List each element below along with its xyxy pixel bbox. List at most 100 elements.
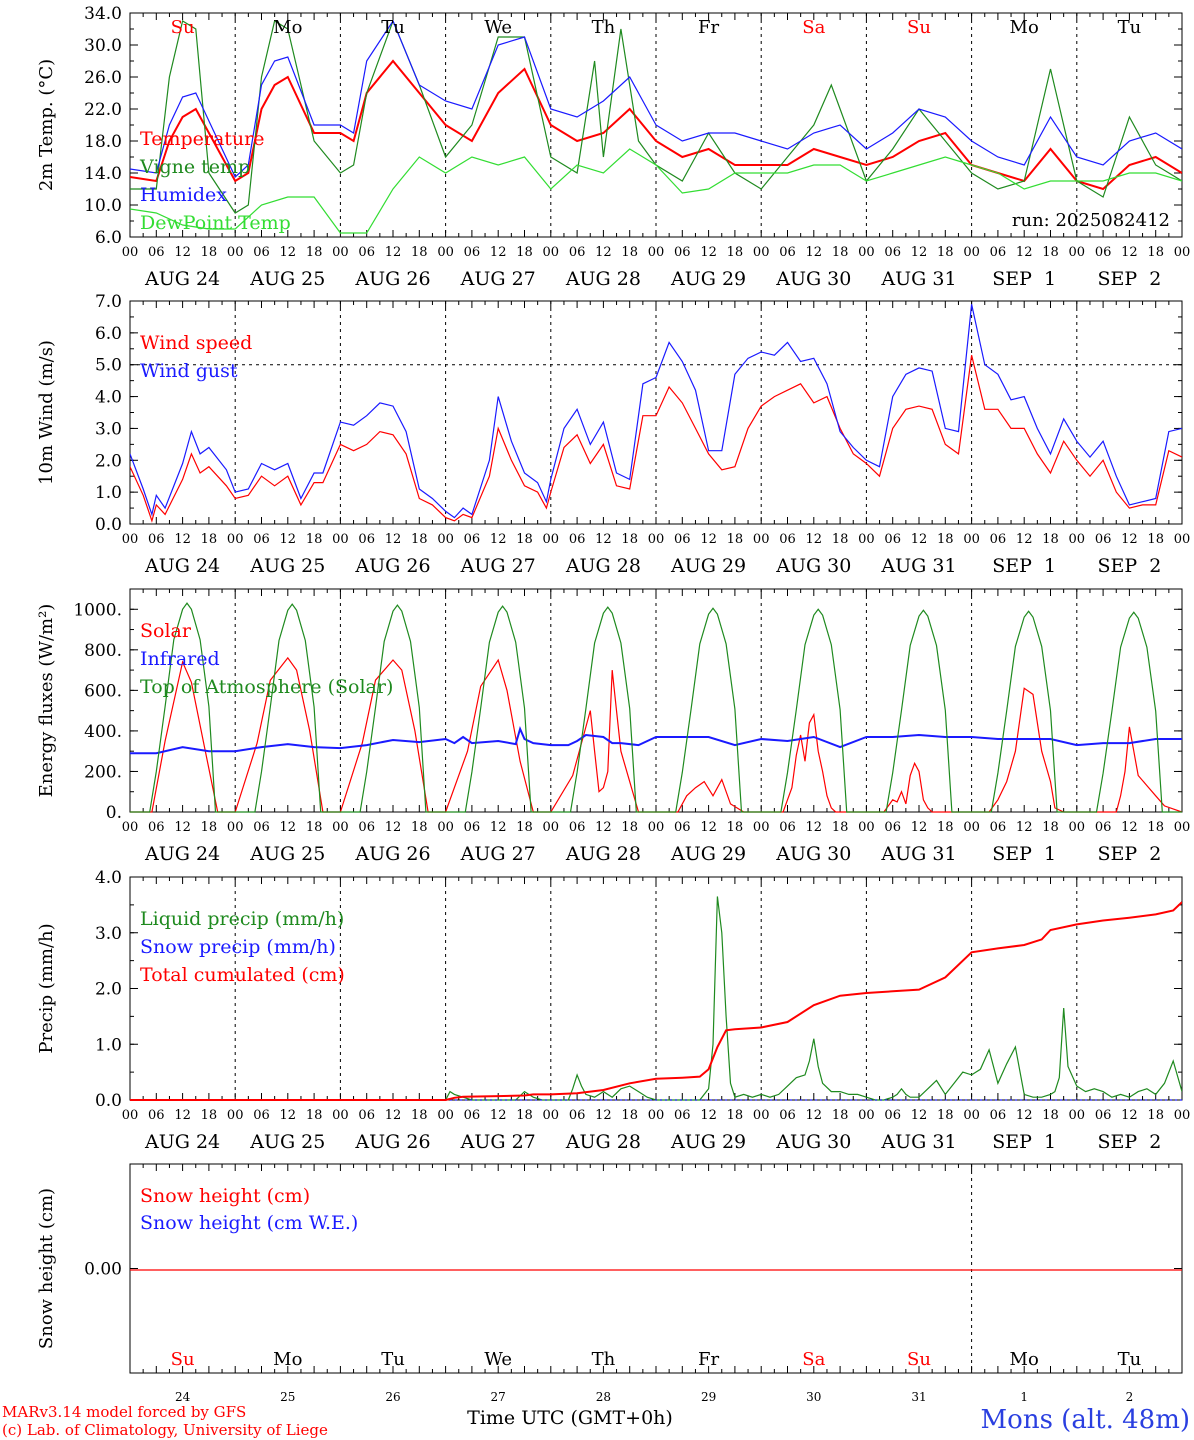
hour-tick-label: 00 — [1069, 820, 1086, 835]
hour-tick-label: 18 — [832, 1108, 849, 1123]
hour-tick-label: 12 — [700, 1108, 717, 1123]
hour-tick-label: 18 — [1147, 820, 1164, 835]
hour-tick-label: 06 — [253, 820, 270, 835]
hour-tick-label: 18 — [727, 532, 744, 547]
hour-tick-label: 00 — [437, 245, 454, 260]
y-axis-label: 10m Wind (m/s) — [36, 340, 57, 485]
legend-entry: Wind gust — [140, 360, 238, 382]
panel-4: 0.0 1.0 2.0 3.0 4.0 Precip (mm/h) Liquid preci… — [36, 868, 1190, 1153]
y-axis-label: Energy fluxes (W/m²) — [36, 604, 57, 798]
hour-tick-label: 18 — [516, 245, 533, 260]
y-tick-label: 5.0 — [95, 356, 122, 376]
hour-tick-label: 06 — [779, 532, 796, 547]
hour-tick-label: 18 — [306, 245, 323, 260]
hour-tick-label: 00 — [1174, 1108, 1191, 1123]
station-name: Mons (alt. 48m) — [981, 1405, 1190, 1435]
hour-tick-label: 12 — [595, 245, 612, 260]
weekday-label: Th — [592, 1349, 616, 1370]
hour-tick-label: 12 — [700, 532, 717, 547]
hour-tick-label: 18 — [411, 820, 428, 835]
hour-tick-label: 18 — [306, 820, 323, 835]
hour-tick-label: 06 — [358, 820, 375, 835]
y-tick-label: 6.0 — [95, 324, 122, 344]
legend-entry: Infrared — [140, 648, 220, 670]
hour-tick-label: 00 — [1069, 245, 1086, 260]
weekday-label: Fr — [698, 1349, 719, 1370]
hour-tick-label: 12 — [700, 245, 717, 260]
y-tick-label: 1.0 — [95, 1035, 122, 1055]
hour-tick-label: 06 — [569, 820, 586, 835]
date-label: AUG 25 — [249, 555, 325, 577]
hour-tick-label: 18 — [727, 1108, 744, 1123]
hour-tick-label: 00 — [1069, 532, 1086, 547]
hour-tick-label: 06 — [884, 820, 901, 835]
y-axis-label: Snow height (cm) — [36, 1188, 57, 1349]
hour-tick-label: 18 — [516, 532, 533, 547]
hour-tick-label: 12 — [1016, 820, 1033, 835]
legend-entry: Top of Atmosphere (Solar) — [140, 676, 393, 698]
hour-tick-label: 00 — [753, 245, 770, 260]
y-tick-label: 30.0 — [84, 36, 122, 56]
weekday-label: Tu — [381, 17, 405, 38]
date-label: AUG 28 — [565, 268, 641, 290]
y-tick-label: 200. — [84, 762, 122, 782]
panel-5: 0.00 Snow height (cm) Snow height (cm) Snow… — [36, 1163, 1183, 1404]
hour-tick-label: 06 — [569, 532, 586, 547]
hour-tick-label: 00 — [858, 1108, 875, 1123]
hour-tick-label: 06 — [253, 532, 270, 547]
day-number-label: 27 — [491, 1390, 506, 1404]
hour-tick-label: 06 — [884, 245, 901, 260]
hour-tick-label: 00 — [543, 820, 560, 835]
weekday-label: Tu — [381, 1349, 405, 1370]
weekday-label: Su — [907, 17, 931, 38]
y-tick-label: 7.0 — [95, 292, 122, 312]
hour-tick-label: 12 — [490, 245, 507, 260]
hour-tick-label: 00 — [332, 1108, 349, 1123]
hour-tick-label: 12 — [806, 1108, 823, 1123]
hour-tick-label: 00 — [437, 820, 454, 835]
y-tick-label: 2.0 — [95, 451, 122, 471]
hour-tick-label: 00 — [332, 245, 349, 260]
hour-tick-label: 12 — [1121, 532, 1138, 547]
weekday-label: Mo — [273, 1349, 302, 1370]
hour-tick-label: 00 — [227, 820, 244, 835]
date-label: SEP 2 — [1097, 1131, 1161, 1153]
hour-tick-label: 12 — [700, 820, 717, 835]
hour-tick-label: 18 — [937, 532, 954, 547]
hour-tick-label: 18 — [621, 820, 638, 835]
y-axis-label: 2m Temp. (°C) — [36, 59, 57, 191]
date-label: SEP 1 — [992, 555, 1056, 577]
hour-tick-label: 00 — [648, 532, 665, 547]
hour-tick-label: 18 — [411, 245, 428, 260]
hour-tick-label: 00 — [963, 820, 980, 835]
legend-entry: Total cumulated (cm) — [140, 964, 345, 986]
hour-tick-label: 12 — [174, 1108, 191, 1123]
y-tick-label: 6.0 — [95, 228, 122, 248]
hour-tick-label: 12 — [1016, 1108, 1033, 1123]
weekday-label: Su — [907, 1349, 931, 1370]
y-tick-label: 34.0 — [84, 4, 122, 24]
date-label: AUG 24 — [144, 268, 220, 290]
series-line-liquid-precip-mm-h- — [130, 896, 1182, 1101]
date-label: AUG 25 — [249, 843, 325, 865]
time-axis-label: Time UTC (GMT+0h) — [467, 1407, 673, 1429]
hour-tick-label: 18 — [1042, 820, 1059, 835]
hour-tick-label: 18 — [516, 820, 533, 835]
hour-tick-label: 06 — [253, 245, 270, 260]
hour-tick-label: 06 — [358, 1108, 375, 1123]
hour-tick-label: 12 — [490, 532, 507, 547]
legend-entry: Wind speed — [140, 332, 252, 354]
date-label: AUG 27 — [460, 268, 536, 290]
date-label: AUG 29 — [670, 1131, 746, 1153]
series-line-humidex — [130, 19, 1182, 178]
date-label: AUG 29 — [670, 555, 746, 577]
day-number-label: 2 — [1126, 1390, 1134, 1404]
hour-tick-label: 00 — [858, 820, 875, 835]
hour-tick-label: 06 — [1095, 820, 1112, 835]
hour-tick-label: 06 — [358, 245, 375, 260]
hour-tick-label: 12 — [490, 820, 507, 835]
hour-tick-label: 12 — [911, 1108, 928, 1123]
weekday-label: Mo — [273, 17, 302, 38]
hour-tick-label: 18 — [1147, 532, 1164, 547]
hour-tick-label: 00 — [963, 532, 980, 547]
